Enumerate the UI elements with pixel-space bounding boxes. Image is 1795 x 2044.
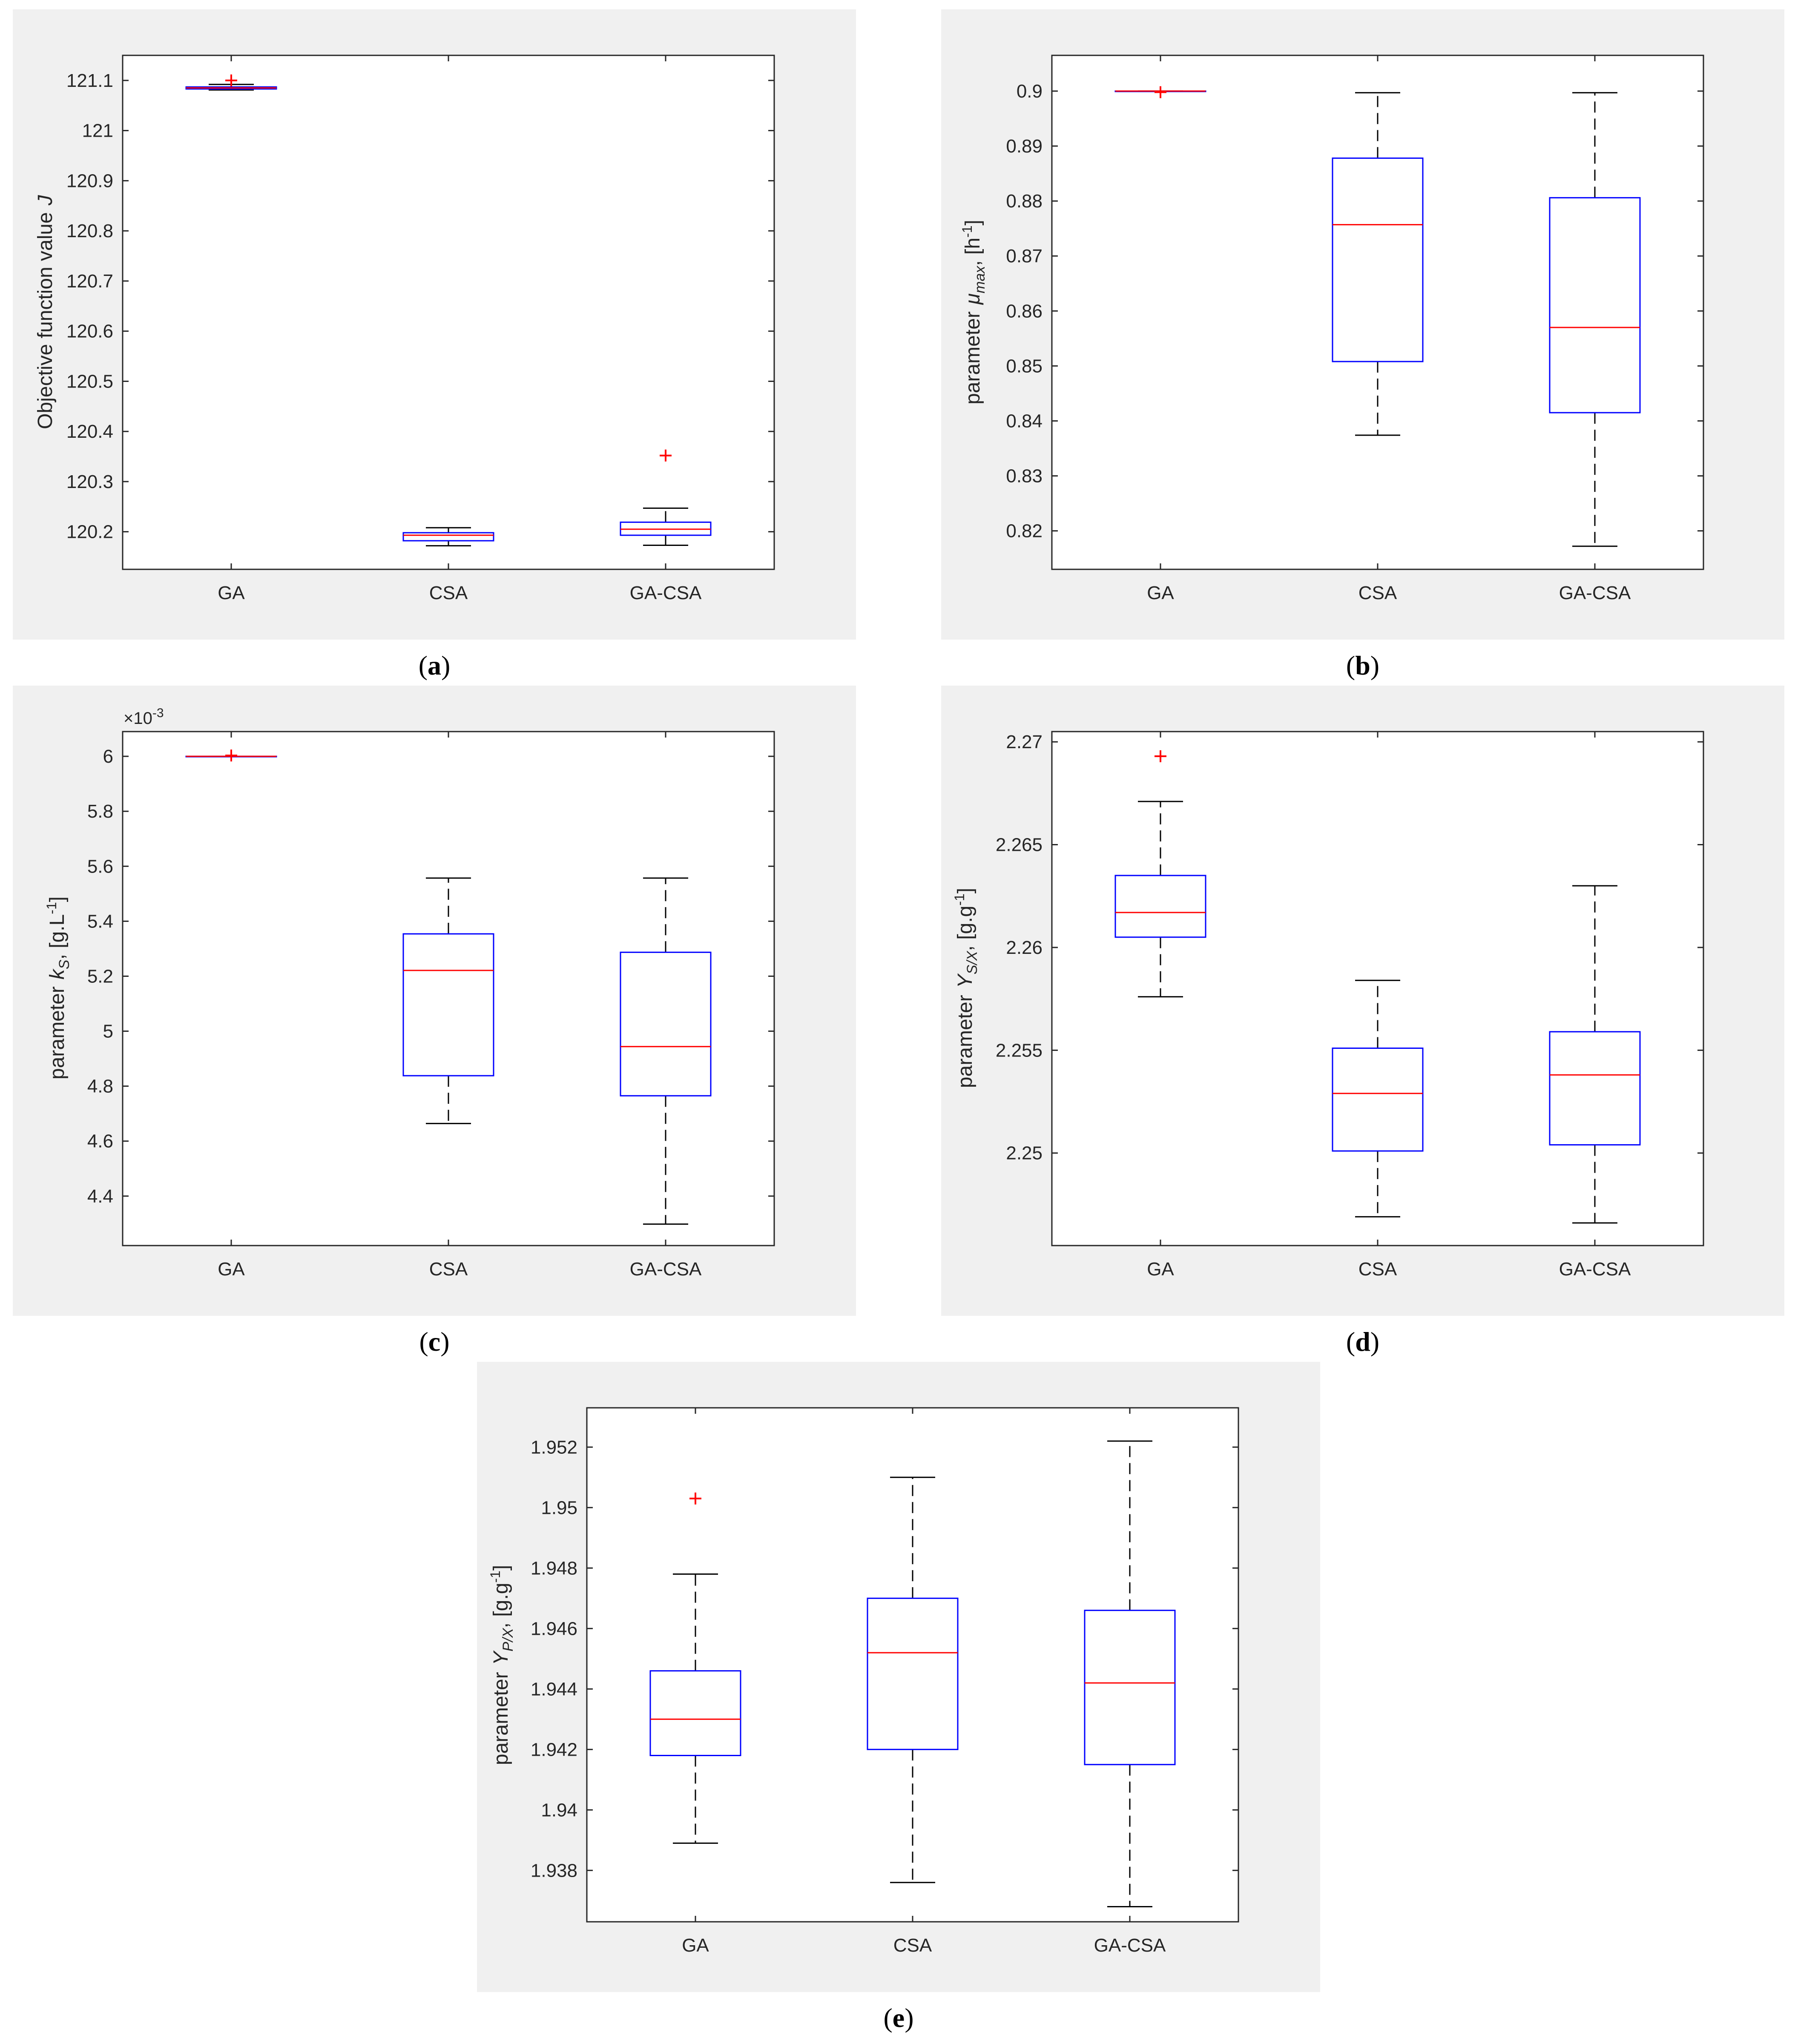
y-tick-label: 1.94 — [541, 1800, 577, 1820]
box — [1114, 875, 1206, 938]
y-tick-label: 120.2 — [66, 522, 113, 543]
y-tick-label: 0.85 — [1006, 356, 1043, 376]
panel-b-plot: 0.82 0.83 0.84 0.85 0.86 0.87 0.88 0.89 0.9 GA CSA… — [1006, 55, 1703, 603]
x-category-label: GA-CSA — [1094, 1935, 1166, 1956]
y-tick-label: 1.944 — [531, 1679, 577, 1700]
y-tick-label: 0.89 — [1006, 136, 1043, 157]
panel-d-caption: (d) — [1346, 1326, 1379, 1357]
y-tick-label: 1.948 — [531, 1558, 577, 1579]
box — [649, 1670, 741, 1756]
y-tick-label: 1.95 — [541, 1497, 577, 1518]
panel-e: 1.938 1.94 1.942 1.944 1.946 1.948 1.95 1.952 GA… — [477, 1362, 1320, 2033]
panel-b-ylabel: parameterμmax, [h-1] — [959, 220, 988, 405]
y-tick-label: 5.4 — [87, 911, 113, 932]
outlier-marker — [1155, 750, 1166, 762]
panel-e-plot: 1.938 1.94 1.942 1.944 1.946 1.948 1.95 1.952 GA… — [531, 1408, 1238, 1956]
x-category-label: GA — [218, 583, 245, 603]
y-tick-label: 1.952 — [531, 1437, 577, 1458]
y-tick-label: 121 — [82, 121, 113, 141]
outlier-marker — [1155, 86, 1166, 98]
y-tick-label: 5.2 — [87, 966, 113, 987]
y-tick-label: 0.86 — [1006, 301, 1043, 322]
y-tick-label: 2.255 — [996, 1040, 1043, 1061]
panel-c-axes — [122, 731, 775, 1246]
y-tick-label: 4.6 — [87, 1131, 113, 1152]
y-tick-label: 2.26 — [1006, 937, 1043, 958]
outlier-marker — [660, 449, 672, 462]
panel-a-axes — [122, 55, 775, 570]
y-tick-label: 1.938 — [531, 1860, 577, 1881]
x-category-label: GA — [218, 1259, 245, 1280]
y-tick-label: 1.946 — [531, 1618, 577, 1639]
y-tick-label: 120.9 — [66, 170, 113, 191]
panel-c-multiplier: ×10-3 — [123, 706, 164, 728]
box — [402, 933, 494, 1077]
outlier-marker — [225, 749, 237, 762]
y-tick-label: 2.25 — [1006, 1143, 1043, 1164]
x-category-label: CSA — [893, 1935, 932, 1956]
y-tick-label: 120.4 — [66, 421, 113, 442]
y-tick-label: 0.88 — [1006, 191, 1043, 212]
y-tick-label: 120.3 — [66, 471, 113, 492]
y-tick-label: 121.1 — [66, 70, 113, 91]
x-category-label: GA — [682, 1935, 709, 1956]
y-tick-label: 120.6 — [66, 321, 113, 342]
panel-a: 120.2 120.3 120.4 120.5 120.6 120.7 120.8 120.9… — [13, 9, 856, 680]
panel-b: 0.82 0.83 0.84 0.85 0.86 0.87 0.88 0.89 0.9 GA CSA… — [941, 9, 1784, 680]
panel-d-plot: 2.25 2.255 2.26 2.265 2.27 GA CSA GA-CSA — [996, 732, 1703, 1280]
y-tick-label: 120.8 — [66, 221, 113, 241]
y-tick-label: 4.8 — [87, 1076, 113, 1097]
panel-d: 2.25 2.255 2.26 2.265 2.27 GA CSA GA-CSA parame… — [941, 686, 1784, 1357]
y-tick-label: 0.87 — [1006, 246, 1043, 267]
panel-c: 4.4 4.6 4.8 5 5.2 5.4 5.6 5.8 6 GA CSA GA-CSA ×10-3… — [13, 686, 856, 1357]
x-category-label: GA-CSA — [1559, 583, 1631, 603]
panel-a-plot: 120.2 120.3 120.4 120.5 120.6 120.7 120.8 120.9… — [66, 55, 774, 603]
x-category-label: GA-CSA — [630, 583, 702, 603]
y-tick-label: 0.83 — [1006, 466, 1043, 487]
box — [1084, 1610, 1176, 1766]
y-tick-label: 0.82 — [1006, 521, 1043, 542]
x-category-label: GA-CSA — [630, 1259, 702, 1280]
box — [867, 1597, 959, 1750]
y-tick-label: 0.84 — [1006, 411, 1043, 431]
box — [1332, 1048, 1424, 1152]
x-category-label: CSA — [429, 583, 468, 603]
y-tick-label: 120.5 — [66, 371, 113, 392]
panel-c-plot: 4.4 4.6 4.8 5 5.2 5.4 5.6 5.8 6 GA CSA GA-CSA — [87, 732, 774, 1280]
x-category-label: CSA — [429, 1259, 468, 1280]
panel-c-ylabel: parameterkS, [g.L-1] — [44, 896, 72, 1079]
panel-c-caption: (c) — [419, 1326, 449, 1357]
panel-e-caption: (e) — [883, 2003, 913, 2033]
panel-a-ylabel: Objective function valueJ — [34, 195, 57, 429]
box — [1549, 1031, 1641, 1145]
y-tick-label: 1.942 — [531, 1739, 577, 1760]
y-tick-label: 5 — [103, 1021, 113, 1042]
x-category-label: GA — [1147, 1259, 1174, 1280]
y-tick-label: 0.9 — [1017, 81, 1043, 102]
y-tick-label: 5.6 — [87, 856, 113, 877]
y-tick-label: 6 — [103, 746, 113, 767]
y-tick-label: 2.27 — [1006, 732, 1043, 752]
box — [1332, 157, 1424, 362]
panel-a-caption: (a) — [419, 650, 451, 680]
box — [1549, 197, 1641, 413]
x-category-label: GA-CSA — [1559, 1259, 1631, 1280]
outlier-marker — [689, 1493, 701, 1504]
box — [402, 532, 494, 542]
panel-d-ylabel: parameterYS/X, [g.g-1] — [952, 888, 980, 1088]
outlier-marker — [225, 74, 237, 86]
panel-b-caption: (b) — [1346, 650, 1379, 680]
y-tick-label: 4.4 — [87, 1186, 113, 1207]
y-tick-label: 120.7 — [66, 271, 113, 292]
panel-e-ylabel: parameterYP/X, [g.g-1] — [488, 1565, 516, 1765]
y-tick-label: 5.8 — [87, 801, 113, 822]
x-category-label: GA — [1147, 583, 1174, 603]
x-category-label: CSA — [1358, 1259, 1397, 1280]
x-category-label: CSA — [1358, 583, 1397, 603]
y-tick-label: 2.265 — [996, 835, 1043, 855]
box — [620, 951, 712, 1097]
